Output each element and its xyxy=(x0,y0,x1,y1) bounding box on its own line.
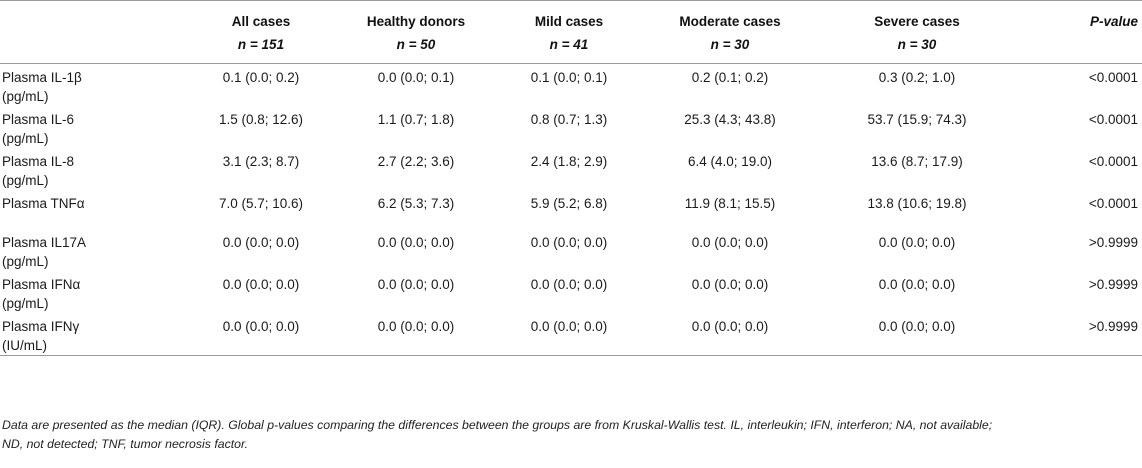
cell-p-value: >0.9999 xyxy=(1010,313,1142,356)
row-label-name: Plasma IL-8 xyxy=(2,154,75,169)
cell-healthy: 0.0 (0.0; 0.1) xyxy=(377,70,455,85)
cell-p-value: >0.9999 xyxy=(1088,235,1138,250)
cell-healthy: 0.0 (0.0; 0.0) xyxy=(330,313,502,356)
cell-mild: 0.0 (0.0; 0.0) xyxy=(530,235,608,250)
header-row-titles: All cases Healthy donors Mild cases Mode… xyxy=(0,0,1142,33)
table-row: Plasma IL17A (pg/mL) 0.0 (0.0; 0.0) 0.0 (0.… xyxy=(0,229,1142,271)
row-label: Plasma IL-1β (pg/mL) xyxy=(0,64,192,107)
cell-severe: 0.0 (0.0; 0.0) xyxy=(878,277,956,292)
row-label: Plasma IL-8 (pg/mL) xyxy=(0,148,192,190)
table-row: Plasma IL-6 (pg/mL) 1.5 (0.8; 12.6) 1.1 (0.… xyxy=(0,106,1142,148)
cell-p-value: <0.0001 xyxy=(1088,112,1138,127)
cell-severe: 0.0 (0.0; 0.0) xyxy=(878,235,956,250)
cell-severe: 13.8 (10.6; 19.8) xyxy=(867,196,967,211)
row-label-name: Plasma IL17A xyxy=(2,235,87,250)
cell-all: 3.1 (2.3; 8.7) xyxy=(222,154,300,169)
header-moderate-cases: Moderate cases xyxy=(636,0,824,33)
header-p-value-n xyxy=(1010,33,1142,64)
row-label-unit: (IU/mL) xyxy=(2,338,47,353)
cell-severe: 53.7 (15.9; 74.3) xyxy=(867,112,967,127)
row-label-unit: (pg/mL) xyxy=(2,254,49,269)
cell-severe: 13.6 (8.7; 17.9) xyxy=(871,154,963,169)
cell-mild: 2.4 (1.8; 2.9) xyxy=(530,154,608,169)
header-healthy-donors: Healthy donors xyxy=(330,0,502,33)
table-header: All cases Healthy donors Mild cases Mode… xyxy=(0,0,1142,64)
cell-moderate: 6.4 (4.0; 19.0) xyxy=(687,154,773,169)
cell-healthy: 6.2 (5.3; 7.3) xyxy=(377,196,455,211)
cell-healthy: 1.1 (0.7; 1.8) xyxy=(377,112,455,127)
cell-moderate: 11.9 (8.1; 15.5) xyxy=(684,196,776,211)
row-label-name: Plasma IL-6 xyxy=(2,112,75,127)
table-row: Plasma IFNα (pg/mL) 0.0 (0.0; 0.0) 0.0 (0.0… xyxy=(0,271,1142,313)
cell-severe: 0.0 (0.0; 0.0) xyxy=(824,313,1010,356)
row-label-unit: (pg/mL) xyxy=(2,173,49,188)
table-row: Plasma IL-1β (pg/mL) 0.1 (0.0; 0.2) 0.0 (0.… xyxy=(0,64,1142,107)
cell-p-value: <0.0001 xyxy=(1088,196,1138,211)
table-body: Plasma IL-1β (pg/mL) 0.1 (0.0; 0.2) 0.0 (0.… xyxy=(0,64,1142,356)
row-label: Plasma IFNγ (IU/mL) xyxy=(0,313,192,356)
header-row-counts: n = 151 n = 50 n = 41 n = 30 n = 30 xyxy=(0,33,1142,64)
cell-all: 7.0 (5.7; 10.6) xyxy=(218,196,304,211)
header-p-value: P-value xyxy=(1010,0,1142,33)
row-label-unit: (pg/mL) xyxy=(2,131,49,146)
cell-mild: 0.0 (0.0; 0.0) xyxy=(530,277,608,292)
row-label-name: Plasma IL-1β xyxy=(2,70,82,85)
cell-all: 0.0 (0.0; 0.0) xyxy=(222,235,300,250)
cytokine-table: All cases Healthy donors Mild cases Mode… xyxy=(0,0,1142,356)
header-healthy-donors-n: n = 50 xyxy=(330,33,502,64)
header-moderate-cases-n: n = 30 xyxy=(636,33,824,64)
cell-mild: 5.9 (5.2; 6.8) xyxy=(530,196,608,211)
table-row: Plasma IFNγ (IU/mL) 0.0 (0.0; 0.0) 0.0 (0.0… xyxy=(0,313,1142,356)
cell-healthy: 0.0 (0.0; 0.0) xyxy=(377,235,455,250)
header-mild-cases: Mild cases xyxy=(502,0,636,33)
header-all-cases-n: n = 151 xyxy=(192,33,330,64)
header-empty-count xyxy=(0,33,192,64)
table-row: Plasma IL-8 (pg/mL) 3.1 (2.3; 8.7) 2.7 (2.2… xyxy=(0,148,1142,190)
header-all-cases: All cases xyxy=(192,0,330,33)
cell-severe: 0.3 (0.2; 1.0) xyxy=(878,70,956,85)
row-label-name: Plasma IFNγ xyxy=(2,319,80,334)
table-footnote: Data are presented as the median (IQR). … xyxy=(2,416,1132,454)
header-mild-cases-n: n = 41 xyxy=(502,33,636,64)
header-severe-cases-n: n = 30 xyxy=(824,33,1010,64)
footnote-line-1: Data are presented as the median (IQR). … xyxy=(2,418,993,432)
cell-p-value: >0.9999 xyxy=(1088,277,1138,292)
cell-moderate: 0.0 (0.0; 0.0) xyxy=(691,235,769,250)
footnote-line-2: ND, not detected; TNF, tumor necrosis fa… xyxy=(2,437,249,451)
cell-all: 0.1 (0.0; 0.2) xyxy=(222,70,300,85)
cell-mild: 0.0 (0.0; 0.0) xyxy=(502,313,636,356)
cell-all: 1.5 (0.8; 12.6) xyxy=(218,112,304,127)
row-label: Plasma TNFα xyxy=(0,190,192,229)
cell-healthy: 2.7 (2.2; 3.6) xyxy=(377,154,455,169)
row-label: Plasma IL-6 (pg/mL) xyxy=(0,106,192,148)
cell-p-value: <0.0001 xyxy=(1088,70,1138,85)
cell-moderate: 0.0 (0.0; 0.0) xyxy=(636,313,824,356)
row-label: Plasma IL17A (pg/mL) xyxy=(0,229,192,271)
row-label-unit: (pg/mL) xyxy=(2,89,49,104)
table-row: Plasma TNFα 7.0 (5.7; 10.6) 6.2 (5.3; 7.3)… xyxy=(0,190,1142,229)
cell-p-value: <0.0001 xyxy=(1088,154,1138,169)
cell-all: 0.0 (0.0; 0.0) xyxy=(192,313,330,356)
cell-mild: 0.1 (0.0; 0.1) xyxy=(530,70,608,85)
cell-all: 0.0 (0.0; 0.0) xyxy=(222,277,300,292)
cell-mild: 0.8 (0.7; 1.3) xyxy=(530,112,608,127)
row-label-name: Plasma IFNα xyxy=(2,277,81,292)
row-label-unit: (pg/mL) xyxy=(2,296,49,311)
cell-moderate: 0.2 (0.1; 0.2) xyxy=(691,70,769,85)
row-label: Plasma IFNα (pg/mL) xyxy=(0,271,192,313)
row-label-name: Plasma TNFα xyxy=(2,196,85,211)
header-severe-cases: Severe cases xyxy=(824,0,1010,33)
header-empty xyxy=(0,0,192,33)
cell-moderate: 0.0 (0.0; 0.0) xyxy=(691,277,769,292)
cell-moderate: 25.3 (4.3; 43.8) xyxy=(684,112,776,127)
cell-healthy: 0.0 (0.0; 0.0) xyxy=(377,277,455,292)
